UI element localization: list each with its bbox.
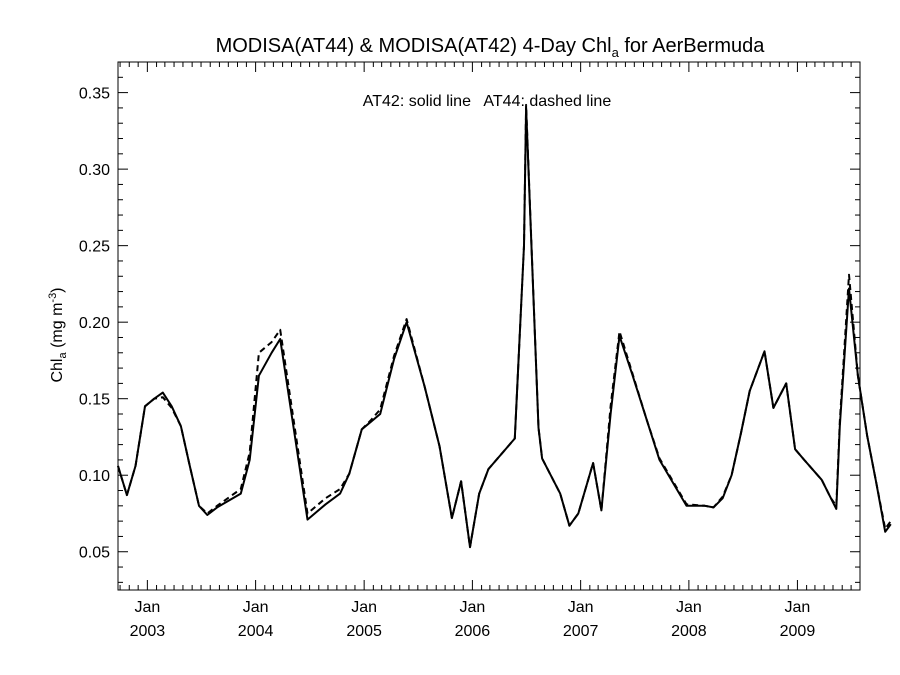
y-tick-label: 0.20 <box>79 315 110 332</box>
x-tick-month-label: Jan <box>568 599 594 616</box>
y-tick-label: 0.10 <box>79 468 110 485</box>
series-layer <box>117 103 892 549</box>
y-tick-label: 0.05 <box>79 545 110 562</box>
x-tick-year-label: 2005 <box>346 623 382 640</box>
svg-text:Chla (mg m-3): Chla (mg m-3) <box>47 287 69 382</box>
x-tick-year-label: 2008 <box>671 623 707 640</box>
x-tick-month-label: Jan <box>676 599 702 616</box>
x-tick-month-label: Jan <box>351 599 377 616</box>
y-tick-label: 0.35 <box>79 86 110 103</box>
x-tick-year-label: 2003 <box>130 623 166 640</box>
y-tick-label: 0.30 <box>79 162 110 179</box>
x-tick-month-label: Jan <box>243 599 269 616</box>
x-axis-ticks: Jan 2003 Jan 2004 Jan 2005 Jan 2006 Jan 2007 Jan 20… <box>119 62 852 640</box>
series-line-at44 <box>117 103 892 549</box>
x-tick-month-label: Jan <box>459 599 485 616</box>
plot-border <box>117 61 861 591</box>
chart-title: MODISA(AT44) & MODISA(AT42) 4-Day Chla f… <box>216 35 766 60</box>
x-tick-year-label: 2004 <box>238 623 274 640</box>
series-line-at42 <box>117 106 892 549</box>
y-axis-label: Chla (mg m-3) <box>47 287 69 382</box>
y-axis-ticks: 0.05 0.10 0.15 0.20 0.25 0.30 0.35 <box>79 61 860 583</box>
x-tick-month-label: Jan <box>785 599 811 616</box>
x-tick-month-label: Jan <box>134 599 160 616</box>
x-tick-year-label: 2006 <box>455 623 491 640</box>
line-style-annotation: AT42: solid line AT44: dashed line <box>363 93 612 110</box>
x-tick-year-label: 2007 <box>563 623 599 640</box>
plot-frame <box>117 61 861 591</box>
y-tick-label: 0.15 <box>79 392 110 409</box>
x-tick-year-label: 2009 <box>780 623 816 640</box>
y-tick-label: 0.25 <box>79 239 110 256</box>
